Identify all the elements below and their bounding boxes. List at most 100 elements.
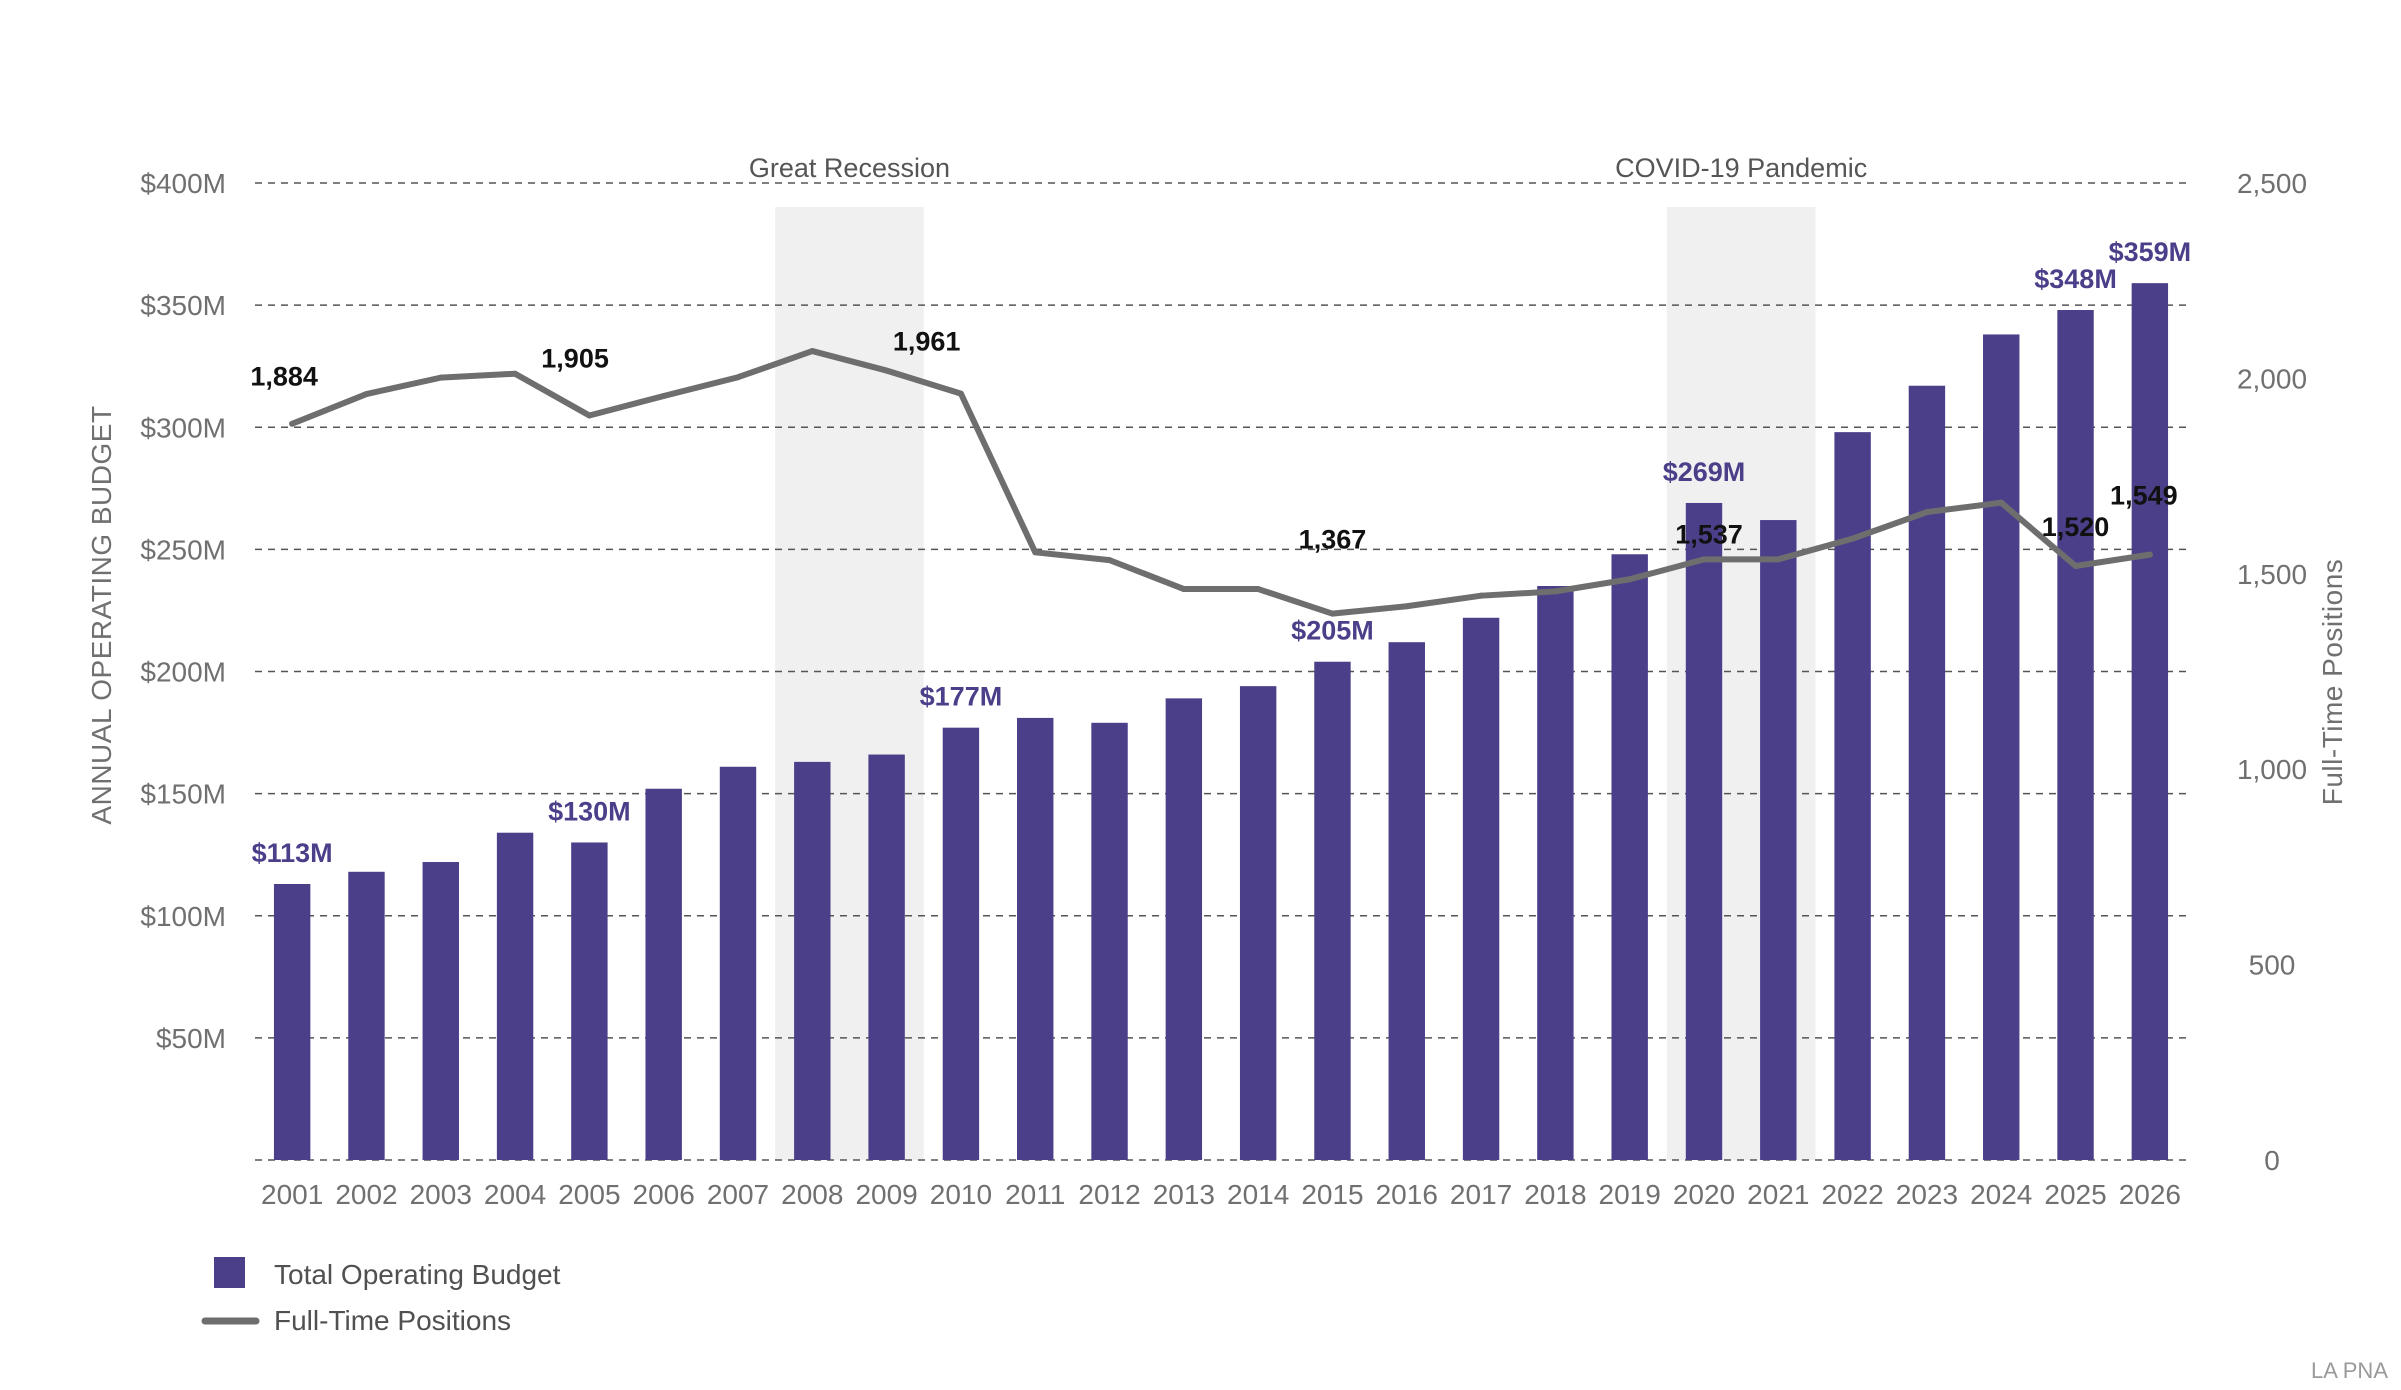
positions-point-2006 xyxy=(660,392,667,399)
positions-point-2007 xyxy=(735,374,741,381)
x-tick-2024: 2024 xyxy=(1970,1179,2032,1210)
x-tick-2003: 2003 xyxy=(410,1179,472,1210)
bar-2026 xyxy=(2131,283,2169,1161)
bar-2018 xyxy=(1537,586,1574,1160)
positions-point-2022 xyxy=(1849,535,1856,542)
bar-2009 xyxy=(868,754,905,1160)
bar-2006 xyxy=(645,788,682,1160)
y-right-tick-5: 2,500 xyxy=(2237,168,2307,199)
bar-2016 xyxy=(1388,642,1425,1160)
positions-point-2009 xyxy=(883,367,890,374)
bar-2002 xyxy=(348,871,385,1160)
bar-2019 xyxy=(1611,554,1648,1160)
y-left-tick-1: $100M xyxy=(140,901,226,932)
x-tick-2026: 2026 xyxy=(2119,1179,2181,1210)
bar-2024 xyxy=(1983,334,2020,1160)
positions-point-2014 xyxy=(1255,586,1262,593)
positions-point-2025 xyxy=(2072,562,2079,569)
y-left-tick-2: $150M xyxy=(140,779,226,810)
y-left-tick-3: $200M xyxy=(140,657,226,688)
bar-2005 xyxy=(571,842,608,1160)
right-axis-tick-labels: 0 500 1,000 1,500 2,000 2,500 xyxy=(2237,168,2307,1176)
positions-line-path xyxy=(289,348,2153,617)
y-left-tick-0: $50M xyxy=(156,1023,226,1054)
bar-2008 xyxy=(794,761,831,1160)
legend-budget-label: Total Operating Budget xyxy=(274,1259,561,1290)
source-note: LA PNA xyxy=(2311,1358,2388,1383)
x-tick-2022: 2022 xyxy=(1821,1179,1883,1210)
budget-label-2025: $348M xyxy=(2034,264,2117,294)
positions-point-2011 xyxy=(1032,549,1039,556)
legend: Total Operating Budget Full-Time Positio… xyxy=(201,1257,561,1336)
positions-point-2026 xyxy=(2146,551,2153,558)
x-tick-2007: 2007 xyxy=(707,1179,769,1210)
position-label-2004: 1,905 xyxy=(541,344,609,374)
x-tick-2019: 2019 xyxy=(1599,1179,1661,1210)
positions-point-2019 xyxy=(1626,576,1633,583)
bar-2022 xyxy=(1834,432,1871,1160)
positions-point-2023 xyxy=(1923,509,1930,516)
bar-2017 xyxy=(1462,617,1500,1160)
positions-point-2002 xyxy=(363,391,370,398)
period-labels: Great Recession COVID-19 Pandemic xyxy=(749,153,1867,183)
positions-point-2016 xyxy=(1403,603,1410,610)
bar-2012 xyxy=(1091,722,1128,1160)
y-right-tick-0: 0 xyxy=(2264,1145,2280,1176)
bar-2011 xyxy=(1017,717,1054,1160)
period-label-1: COVID-19 Pandemic xyxy=(1615,153,1867,183)
y-right-tick-3: 1,500 xyxy=(2237,559,2307,590)
x-tick-2004: 2004 xyxy=(484,1179,546,1210)
x-tick-2011: 2011 xyxy=(1005,1179,1065,1210)
position-label-2020: 1,537 xyxy=(1675,519,1743,549)
x-tick-2016: 2016 xyxy=(1376,1179,1438,1210)
budget-label-2005: $130M xyxy=(548,796,631,826)
positions-point-2015 xyxy=(1329,610,1336,617)
x-tick-2012: 2012 xyxy=(1078,1179,1140,1210)
positions-point-2018 xyxy=(1552,588,1559,595)
x-tick-2015: 2015 xyxy=(1301,1179,1363,1210)
positions-point-2010 xyxy=(957,390,964,397)
positions-point-2012 xyxy=(1106,557,1113,564)
bar-2021 xyxy=(1760,520,1797,1160)
x-tick-2021: 2021 xyxy=(1747,1179,1809,1210)
legend-positions-label: Full-Time Positions xyxy=(274,1305,511,1336)
positions-point-2024 xyxy=(1998,499,2005,506)
x-tick-2001: 2001 xyxy=(261,1179,323,1210)
budget-label-2020: $269M xyxy=(1663,457,1746,487)
y-left-tick-7: $400M xyxy=(140,168,226,199)
positions-point-2020 xyxy=(1701,556,1707,563)
bar-2010 xyxy=(942,727,980,1160)
y-right-tick-1: 500 xyxy=(2249,950,2296,981)
left-axis-title: ANNUAL OPERATING BUDGET xyxy=(86,405,117,824)
left-axis-tick-labels: $50M $100M $150M $200M $250M $300M $350M $400M xyxy=(140,168,226,1054)
positions-line xyxy=(289,348,2153,617)
bar-2013 xyxy=(1165,698,1203,1160)
right-axis-title: Full-Time Positions xyxy=(2317,559,2348,806)
positions-point-2021 xyxy=(1775,556,1782,563)
bar-2023 xyxy=(1908,385,1946,1160)
legend-bar-swatch xyxy=(214,1257,245,1288)
positions-point-2001 xyxy=(289,420,296,427)
position-label-2026: 1,549 xyxy=(2110,481,2178,511)
x-tick-2005: 2005 xyxy=(558,1179,620,1210)
grid-lines xyxy=(255,182,2187,1161)
position-label-2015: 1,367 xyxy=(1299,525,1367,555)
position-label-2001: 1,884 xyxy=(250,362,318,392)
x-tick-2009: 2009 xyxy=(855,1179,917,1210)
y-left-tick-4: $250M xyxy=(140,534,226,565)
x-tick-2013: 2013 xyxy=(1153,1179,1215,1210)
positions-point-2005 xyxy=(586,412,593,419)
positions-point-2003 xyxy=(437,374,444,381)
y-left-tick-5: $300M xyxy=(140,412,226,443)
positions-point-2017 xyxy=(1478,592,1485,599)
x-tick-2010: 2010 xyxy=(930,1179,992,1210)
budget-label-2026: $359M xyxy=(2109,237,2192,267)
bar-2001 xyxy=(273,883,311,1160)
x-tick-2018: 2018 xyxy=(1524,1179,1586,1210)
budget-label-2010: $177M xyxy=(920,682,1003,712)
period-label-0: Great Recession xyxy=(749,153,950,183)
x-axis-tick-labels: 2001 2002 2003 2004 2005 2006 2007 2008 2009 2010… xyxy=(261,1179,2181,1210)
positions-point-2004 xyxy=(512,370,519,377)
